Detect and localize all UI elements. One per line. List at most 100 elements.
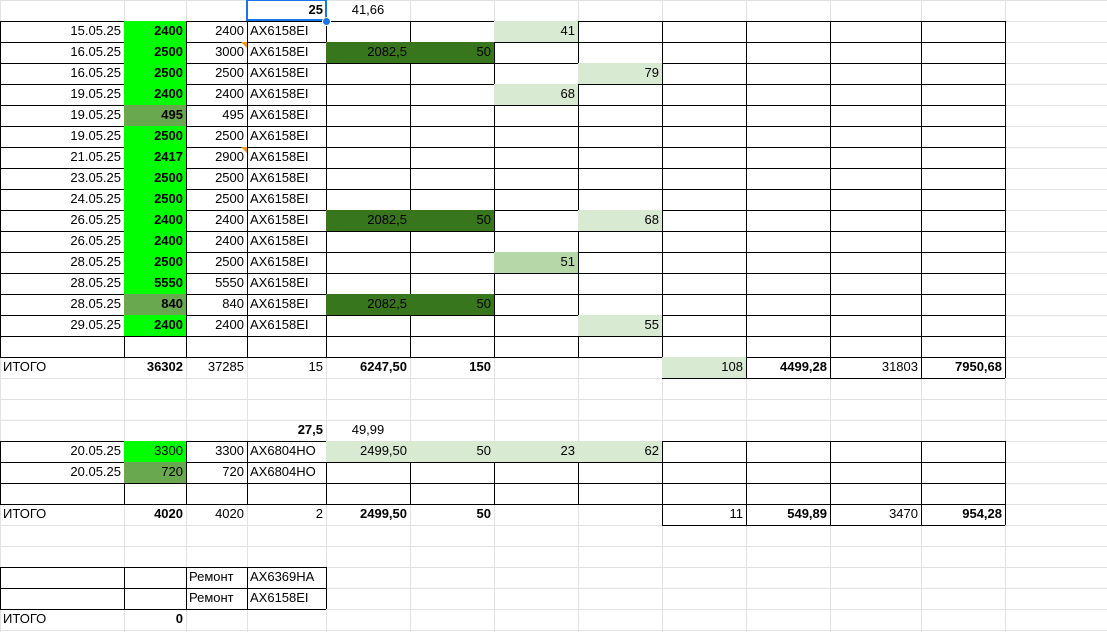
value-cell[interactable] [578,273,662,294]
value-cell[interactable]: 23 [494,441,578,462]
plate-cell[interactable]: AX6158EI [250,296,309,311]
value-cell[interactable] [326,168,410,189]
amount-cell[interactable]: 2400 [124,84,186,105]
total-cell[interactable]: 4499,28 [780,359,827,374]
value-cell[interactable] [494,105,578,126]
value-cell[interactable] [494,231,578,252]
value-cell[interactable]: 50 [410,441,494,462]
plate-cell[interactable]: AX6158EI [250,212,309,227]
amount-cell[interactable]: 2400 [215,86,244,101]
plate-cell[interactable]: AX6369HA [250,569,315,584]
plate-cell[interactable]: AX6158EI [250,44,309,59]
value-cell[interactable]: 68 [494,84,578,105]
total-cell[interactable]: 15 [308,359,323,374]
value-cell[interactable] [410,126,494,147]
value-cell[interactable] [494,462,578,483]
value-cell[interactable] [410,84,494,105]
value-cell[interactable]: 2082,5 [326,210,410,231]
amount-cell[interactable]: 840 [124,294,186,315]
date-cell[interactable]: 16.05.25 [70,65,121,80]
total-cell[interactable]: 4020 [154,506,183,521]
value-cell[interactable] [410,147,494,168]
value-cell[interactable] [410,189,494,210]
amount-cell[interactable]: 840 [222,296,244,311]
header-value-49-99[interactable]: 49,99 [351,422,385,437]
amount-cell[interactable]: 3300 [215,443,244,458]
value-cell[interactable] [326,21,410,42]
total-cell[interactable]: 36302 [146,359,183,374]
plate-cell[interactable]: AX6158EI [250,233,309,248]
value-cell[interactable] [410,462,494,483]
date-cell[interactable]: 23.05.25 [70,170,121,185]
total-cell[interactable]: 50 [476,506,491,521]
plate-cell[interactable]: AX6158EI [250,149,309,164]
value-cell[interactable]: 68 [578,210,662,231]
value-cell[interactable] [326,315,410,336]
plate-cell[interactable]: AX6158EI [250,275,309,290]
value-cell[interactable] [326,462,410,483]
comment-indicator[interactable] [241,147,247,153]
value-cell[interactable] [410,21,494,42]
value-cell[interactable] [494,189,578,210]
total-cell[interactable]: 4020 [215,506,244,521]
amount-cell[interactable]: 2500 [215,254,244,269]
plate-cell[interactable]: AX6158EI [250,170,309,185]
total-cell[interactable]: 37285 [207,359,244,374]
value-cell[interactable]: 41 [494,21,578,42]
fill-handle[interactable] [322,17,331,26]
value-cell[interactable]: 50 [410,294,494,315]
amount-cell[interactable]: 2500 [215,191,244,206]
date-cell[interactable]: 19.05.25 [70,128,121,143]
amount-cell[interactable]: 2500 [215,128,244,143]
value-cell[interactable] [578,84,662,105]
value-cell[interactable] [326,189,410,210]
total-cell[interactable]: 108 [662,357,746,378]
date-cell[interactable]: 21.05.25 [70,149,121,164]
value-cell[interactable] [578,105,662,126]
value-cell[interactable] [578,126,662,147]
amount-cell[interactable]: 2417 [124,147,186,168]
total-cell[interactable]: 2 [315,506,323,521]
value-cell[interactable]: 2499,50 [326,441,410,462]
date-cell[interactable]: 26.05.25 [70,212,121,227]
amount-cell[interactable]: 495 [124,105,186,126]
value-cell[interactable] [326,252,410,273]
amount-cell[interactable]: 2500 [215,65,244,80]
value-cell[interactable]: 51 [494,252,578,273]
amount-cell[interactable]: 2400 [124,210,186,231]
value-cell[interactable] [326,84,410,105]
value-cell[interactable] [494,210,578,231]
value-cell[interactable]: 2082,5 [326,294,410,315]
value-cell[interactable]: 50 [410,210,494,231]
value-cell[interactable]: 79 [578,63,662,84]
total-cell[interactable]: 6247,50 [360,359,407,374]
date-cell[interactable]: 20.05.25 [70,443,121,458]
value-cell[interactable] [410,105,494,126]
total-cell[interactable]: 31803 [881,359,918,374]
amount-cell[interactable]: 3000 [215,44,244,59]
total-cell[interactable]: 2499,50 [360,506,407,521]
value-cell[interactable] [494,273,578,294]
amount-cell[interactable]: 2500 [124,189,186,210]
amount-cell[interactable]: 2500 [124,252,186,273]
value-cell[interactable] [494,63,578,84]
value-cell[interactable] [326,231,410,252]
value-cell[interactable]: 62 [578,441,662,462]
plate-cell[interactable]: AX6158EI [250,65,309,80]
amount-cell[interactable]: 5550 [215,275,244,290]
plate-cell[interactable]: AX6804HO [250,464,316,479]
value-cell[interactable] [410,252,494,273]
amount-cell[interactable]: 5550 [124,273,186,294]
value-cell[interactable]: 2082,5 [326,42,410,63]
total-cell[interactable]: 549,89 [787,506,827,521]
total-label[interactable]: ИТОГО [3,359,47,374]
date-cell[interactable]: 28.05.25 [70,275,121,290]
total-cell[interactable]: 0 [175,611,183,626]
date-cell[interactable]: 19.05.25 [70,107,121,122]
value-cell[interactable] [326,105,410,126]
value-cell[interactable] [578,21,662,42]
plate-cell[interactable]: AX6158EI [250,191,309,206]
amount-cell[interactable]: 2400 [124,231,186,252]
value-cell[interactable] [410,231,494,252]
